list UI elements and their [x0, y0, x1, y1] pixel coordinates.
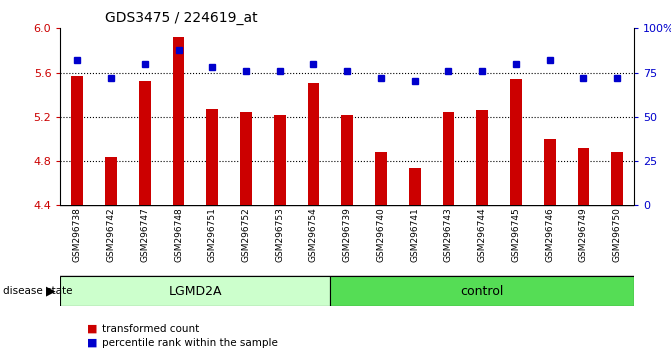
- Bar: [611, 152, 623, 205]
- Text: GDS3475 / 224619_at: GDS3475 / 224619_at: [105, 11, 258, 25]
- Bar: [342, 115, 353, 205]
- Text: GSM296753: GSM296753: [275, 207, 285, 262]
- Text: GSM296750: GSM296750: [613, 207, 622, 262]
- Bar: [240, 113, 252, 205]
- Text: ▶: ▶: [46, 285, 56, 297]
- Text: GSM296744: GSM296744: [478, 207, 486, 262]
- Bar: [172, 37, 185, 205]
- Bar: [60, 276, 330, 306]
- Bar: [578, 148, 589, 205]
- Bar: [330, 276, 634, 306]
- Text: disease state: disease state: [3, 286, 73, 296]
- Text: GSM296751: GSM296751: [208, 207, 217, 262]
- Text: GSM296754: GSM296754: [309, 207, 318, 262]
- Text: ■: ■: [87, 338, 98, 348]
- Text: GSM296741: GSM296741: [410, 207, 419, 262]
- Text: transformed count: transformed count: [102, 324, 199, 333]
- Bar: [544, 139, 556, 205]
- Text: GSM296743: GSM296743: [444, 207, 453, 262]
- Text: control: control: [460, 285, 504, 298]
- Bar: [307, 82, 319, 205]
- Text: GSM296745: GSM296745: [511, 207, 521, 262]
- Bar: [476, 110, 488, 205]
- Bar: [139, 81, 151, 205]
- Text: GSM296738: GSM296738: [72, 207, 82, 262]
- Bar: [71, 76, 83, 205]
- Bar: [207, 109, 218, 205]
- Text: GSM296740: GSM296740: [376, 207, 386, 262]
- Text: GSM296749: GSM296749: [579, 207, 588, 262]
- Bar: [274, 115, 286, 205]
- Text: LGMD2A: LGMD2A: [168, 285, 222, 298]
- Text: GSM296752: GSM296752: [242, 207, 250, 262]
- Bar: [375, 152, 387, 205]
- Bar: [409, 168, 421, 205]
- Text: GSM296747: GSM296747: [140, 207, 149, 262]
- Text: GSM296742: GSM296742: [107, 207, 115, 262]
- Bar: [443, 113, 454, 205]
- Bar: [510, 79, 522, 205]
- Text: GSM296748: GSM296748: [174, 207, 183, 262]
- Text: percentile rank within the sample: percentile rank within the sample: [102, 338, 278, 348]
- Text: GSM296739: GSM296739: [343, 207, 352, 262]
- Bar: [105, 157, 117, 205]
- Text: ■: ■: [87, 324, 98, 333]
- Text: GSM296746: GSM296746: [546, 207, 554, 262]
